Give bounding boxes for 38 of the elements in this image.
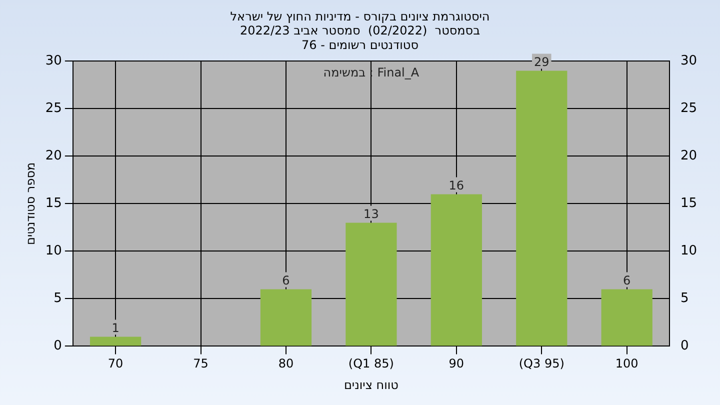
y-axis-title: מספר סטודנטים: [23, 162, 38, 246]
chart-title: היסטוגרמת ציונים בקורס - מדיניות החוץ של ישראל: [230, 9, 490, 24]
data-label: 1: [112, 320, 120, 335]
x-tick-label: 80: [278, 356, 294, 371]
y-tick-label: 5: [54, 291, 62, 306]
y2-tick-label: 5: [680, 291, 689, 306]
y-tick-label: 15: [45, 196, 62, 212]
y-tick-label: 25: [45, 101, 62, 116]
y2-tick-label: 10: [680, 244, 698, 259]
x-tick-label: 70: [108, 356, 124, 371]
x-tick-label: 100: [615, 356, 638, 371]
bar: [346, 222, 397, 346]
data-label: 6: [623, 273, 631, 288]
bar: [90, 336, 142, 346]
bar: [516, 70, 568, 346]
bar: [601, 289, 652, 346]
data-label: 6: [282, 273, 290, 288]
y2-tick-label: 15: [680, 196, 698, 212]
y-tick-label: 10: [45, 244, 62, 259]
y2-tick-label: 30: [680, 54, 698, 69]
y2-tick-label: 25: [680, 101, 698, 116]
data-label: 13: [364, 206, 379, 221]
x-tick-label: (Q3 95): [518, 356, 564, 371]
chart-subtitle: בסמסטר (02/2022) סמסטר אביב 2022/23 סטודנטים רשומים - 76: [240, 24, 480, 52]
y2-tick-label: 0: [680, 338, 689, 354]
y-tick-label: 0: [54, 338, 62, 354]
y2-tick-label: 20: [680, 148, 698, 164]
x-axis-title: טווח ציונים: [344, 378, 399, 392]
y-tick-label: 20: [45, 148, 62, 164]
bar: [260, 289, 312, 346]
annotation: במשימה : Final_A: [323, 65, 420, 80]
x-tick-label: 90: [448, 356, 464, 371]
data-label: 29: [534, 54, 550, 69]
y-tick-label: 30: [45, 54, 62, 69]
x-tick-label: 75: [193, 356, 208, 371]
bar: [430, 194, 482, 346]
x-tick-label: (Q1 85): [348, 356, 394, 371]
data-label: 16: [448, 178, 464, 192]
